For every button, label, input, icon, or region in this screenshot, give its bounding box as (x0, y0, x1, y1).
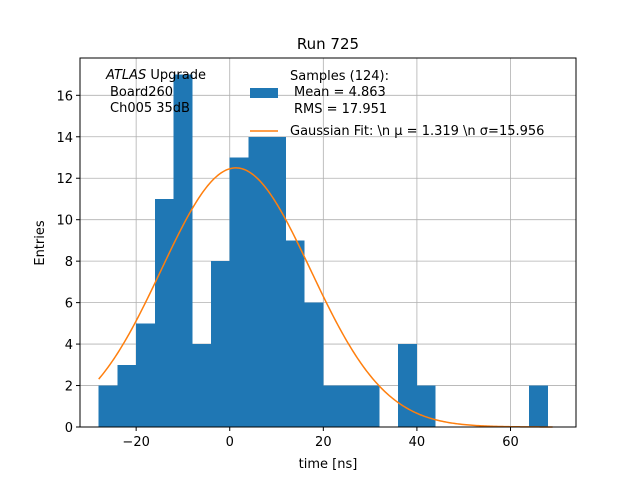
histogram-bar (304, 302, 324, 427)
annotation-atlas: ATLAS (105, 68, 146, 83)
y-tick-label: 8 (65, 255, 73, 270)
x-axis-title: time [ns] (299, 457, 358, 472)
annotation-line-1: ATLAS Upgrade (105, 68, 206, 83)
y-tick-label: 2 (65, 380, 73, 395)
bars-layer (98, 74, 548, 428)
x-tick-label: −20 (122, 435, 149, 450)
x-tick-label: 20 (315, 435, 332, 450)
gaussian-fit-curve (98, 167, 553, 428)
y-tick-label: 16 (56, 89, 73, 104)
y-tick-label: 6 (65, 297, 73, 312)
histogram-bar (211, 261, 230, 427)
fit-layer (98, 167, 553, 428)
histogram-bar (117, 364, 137, 427)
histogram-bar (154, 198, 174, 427)
histogram-bar (285, 240, 305, 427)
histogram-bar (229, 157, 249, 427)
annotation-box: ATLAS Upgrade Board260 Ch005 35dB (105, 68, 206, 116)
histogram-bar (248, 136, 268, 428)
histogram-bar (416, 385, 436, 427)
y-axis-title: Entries (33, 220, 48, 266)
histogram-bar (323, 385, 343, 427)
y-tick-label: 0 (65, 421, 73, 436)
histogram-bar (529, 385, 548, 427)
y-tick-label: 10 (56, 214, 73, 229)
ticks-layer: −20 0 20 40 60 0 2 4 6 8 10 12 14 16 (56, 89, 518, 450)
annotation-upgrade: Upgrade (146, 68, 206, 83)
histogram-bar (398, 344, 417, 427)
legend-histogram-title: Samples (124): (290, 69, 389, 84)
histogram-bar (267, 136, 286, 428)
legend-histogram-rms: RMS = 17.951 (294, 102, 387, 117)
histogram-bar (136, 323, 155, 427)
x-tick-label: 40 (409, 435, 426, 450)
histogram-bar (360, 385, 380, 427)
legend: Samples (124): Mean = 4.863 RMS = 17.951… (250, 69, 544, 139)
y-tick-label: 14 (56, 131, 73, 146)
y-tick-label: 12 (56, 172, 73, 187)
histogram-bar (342, 385, 361, 427)
chart-title: Run 725 (297, 35, 359, 53)
histogram-bar (98, 385, 118, 427)
legend-histogram-mean: Mean = 4.863 (294, 85, 386, 100)
x-tick-label: 60 (502, 435, 519, 450)
x-tick-label: 0 (226, 435, 234, 450)
legend-histogram-swatch (250, 88, 278, 98)
y-tick-label: 4 (65, 338, 73, 353)
annotation-line-3: Ch005 35dB (110, 101, 190, 116)
histogram-bar (173, 74, 193, 428)
legend-fit-label: Gaussian Fit: \n μ = 1.319 \n σ=15.956 (290, 124, 544, 139)
histogram-bar (192, 344, 212, 427)
plot-frame (79, 57, 577, 428)
annotation-line-2: Board260 (110, 85, 173, 100)
